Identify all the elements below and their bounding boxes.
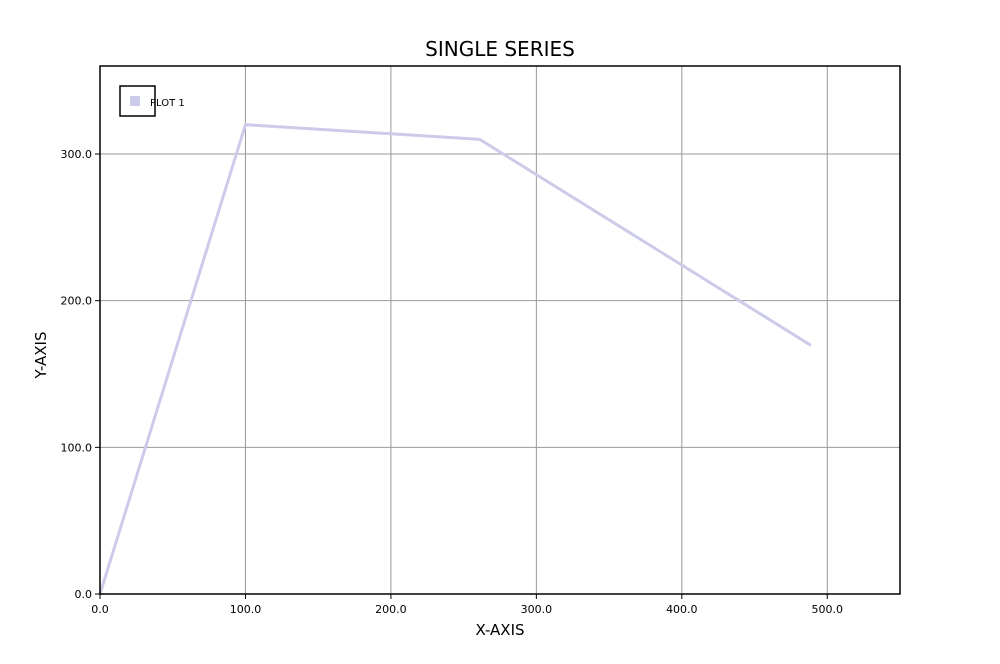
y-axis-ticks: 0.0 100.0 200.0 300.0 [61, 148, 100, 601]
y-axis-label: Y-AXIS [32, 332, 50, 380]
x-tick-label: 500.0 [812, 603, 844, 616]
x-tick-label: 100.0 [230, 603, 262, 616]
x-tick-label: 300.0 [521, 603, 553, 616]
x-tick-label: 0.0 [91, 603, 109, 616]
plot-area-frame [99, 65, 901, 595]
x-tick-label: 400.0 [666, 603, 698, 616]
x-tick-label: 200.0 [375, 603, 407, 616]
y-tick-label: 200.0 [61, 295, 93, 308]
legend: PLOT 1 [119, 85, 185, 117]
y-tick-label: 300.0 [61, 148, 93, 161]
y-tick-label: 100.0 [61, 441, 93, 454]
y-tick-label: 0.0 [75, 588, 93, 601]
series-layer [98, 123, 812, 596]
grid [99, 66, 900, 595]
x-axis-ticks: 0.0 100.0 200.0 300.0 400.0 500.0 [91, 594, 843, 616]
series-line-plot-1 [98, 123, 812, 596]
legend-label: PLOT 1 [150, 98, 185, 109]
chart-title: SINGLE SERIES [425, 37, 575, 61]
x-axis-label: X-AXIS [475, 621, 524, 639]
legend-swatch [130, 96, 140, 106]
